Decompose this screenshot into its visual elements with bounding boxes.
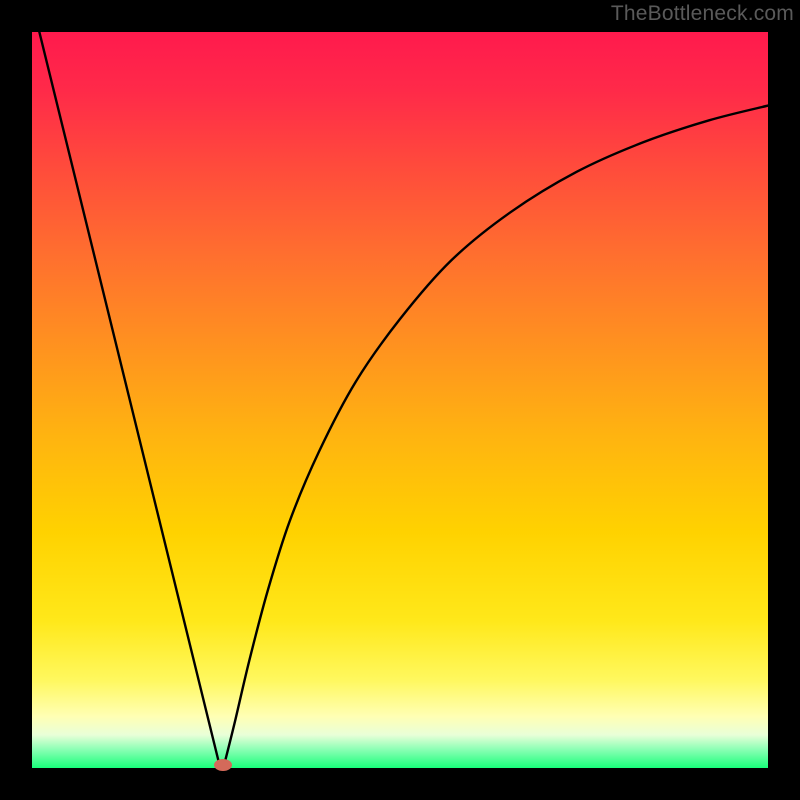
chart-frame: TheBottleneck.com (0, 0, 800, 800)
minimum-marker-icon (214, 759, 232, 771)
watermark-text: TheBottleneck.com (611, 2, 794, 26)
plot-area (32, 32, 768, 768)
bottleneck-curve (32, 32, 768, 768)
